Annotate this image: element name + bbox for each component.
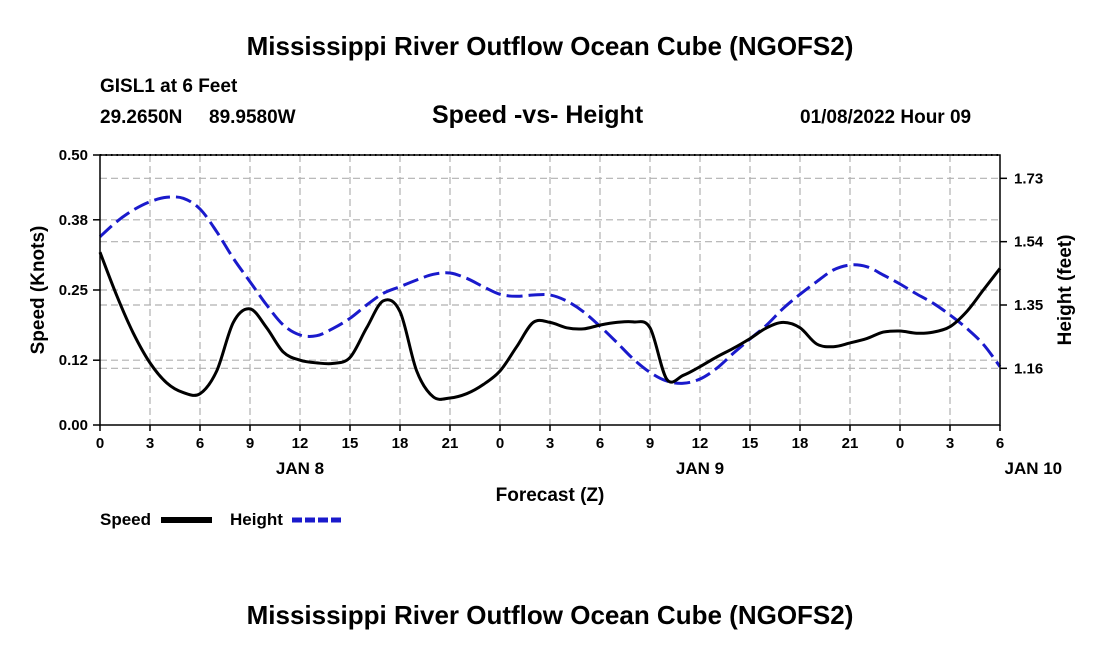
x-tick-label: 3 xyxy=(146,435,154,452)
x-tick-label: 0 xyxy=(496,435,504,452)
x-tick-label: 6 xyxy=(196,435,204,452)
y2-tick-label: 1.73 xyxy=(1014,170,1043,187)
x-tick-label: 12 xyxy=(292,435,309,452)
station-lat: 29.2650N xyxy=(100,107,183,128)
x-tick-label: 9 xyxy=(246,435,254,452)
series-layer xyxy=(98,195,1002,401)
x-tick-label: 15 xyxy=(742,435,759,452)
page-title-repeat: Mississippi River Outflow Ocean Cube (NG… xyxy=(246,600,854,630)
legend-height-label: Height xyxy=(230,510,283,529)
grid xyxy=(100,155,1000,425)
y-axis-label: Speed (Knots) xyxy=(28,226,49,355)
forecast-datetime: 01/08/2022 Hour 09 xyxy=(800,107,972,128)
x-tick-label: 18 xyxy=(792,435,809,452)
x-tick-label: 0 xyxy=(896,435,904,452)
x-tick-label: 12 xyxy=(692,435,709,452)
x-tick-label: 15 xyxy=(342,435,359,452)
y-tick-label: 0.12 xyxy=(59,352,88,369)
station-lon: 89.9580W xyxy=(209,107,296,128)
station-name: GISL1 at 6 Feet xyxy=(100,76,238,97)
legend-speed-label: Speed xyxy=(100,510,151,529)
y2-tick-label: 1.54 xyxy=(1014,234,1044,251)
x-axis-label: Forecast (Z) xyxy=(496,485,605,506)
height-series-line xyxy=(98,195,1002,385)
x-tick-label: 3 xyxy=(546,435,554,452)
y-tick-label: 0.50 xyxy=(59,147,88,164)
speed-series-line xyxy=(98,251,1002,401)
x-tick-label: 9 xyxy=(646,435,654,452)
axes: 0 3 6 9 12 15 18 21 0 3 6 9 12 15 18 21 0 3 6 JAN 8 JAN 9 JAN… xyxy=(59,147,1062,478)
y-tick-label: 0.25 xyxy=(59,282,88,299)
y-tick-label: 0.00 xyxy=(59,417,88,434)
y2-tick-label: 1.35 xyxy=(1014,297,1043,314)
x-tick-label: 0 xyxy=(96,435,104,452)
y2-tick-label: 1.16 xyxy=(1014,360,1043,377)
x-tick-label: 6 xyxy=(996,435,1004,452)
chart-subtitle: Speed -vs- Height xyxy=(432,101,644,129)
legend: Speed Height xyxy=(100,510,342,529)
day-label: JAN 10 xyxy=(1005,459,1063,478)
y-tick-label: 0.38 xyxy=(59,212,88,229)
x-tick-label: 6 xyxy=(596,435,604,452)
x-tick-label: 21 xyxy=(842,435,859,452)
y2-axis-label: Height (feet) xyxy=(1055,235,1076,346)
day-label: JAN 9 xyxy=(676,459,724,478)
x-tick-label: 3 xyxy=(946,435,954,452)
day-label: JAN 8 xyxy=(276,459,324,478)
x-tick-label: 21 xyxy=(442,435,459,452)
page-title: Mississippi River Outflow Ocean Cube (NG… xyxy=(246,31,854,61)
x-tick-label: 18 xyxy=(392,435,409,452)
